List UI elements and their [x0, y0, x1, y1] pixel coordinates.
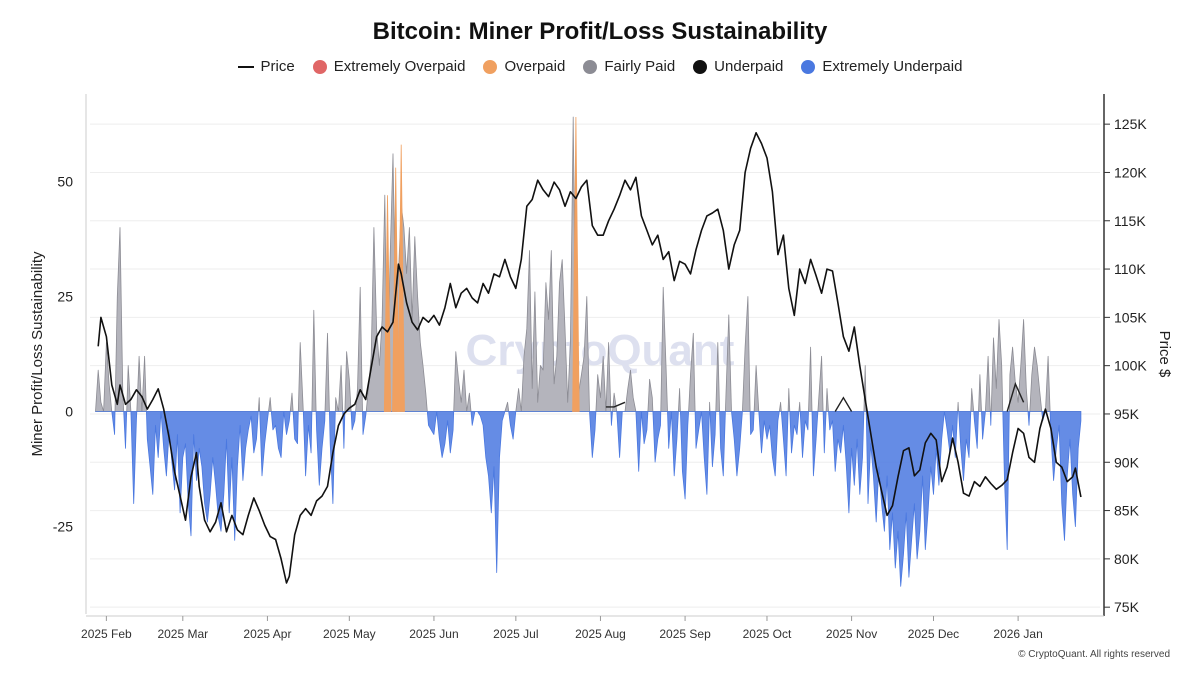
legend: Price Extremely Overpaid Overpaid Fairly…	[0, 58, 1200, 75]
legend-item-overpaid[interactable]: Overpaid	[483, 58, 565, 75]
legend-item-underpaid[interactable]: Underpaid	[693, 58, 783, 75]
legend-label-underpaid: Underpaid	[714, 58, 784, 75]
x-tick-label-10: 2025 Dec	[908, 627, 959, 641]
left-tick-label-1: 25	[57, 288, 73, 304]
legend-label-price: Price	[260, 58, 295, 75]
underpaid-segment-2	[1006, 381, 1025, 412]
legend-extremely-overpaid-dot-icon	[312, 59, 327, 74]
x-tick-label-1: 2025 Mar	[157, 627, 208, 641]
legend-item-fairly-paid[interactable]: Fairly Paid	[583, 58, 675, 75]
left-axis-title: Miner Profit/Loss Sustainability	[29, 251, 46, 457]
chart-title: Bitcoin: Miner Profit/Loss Sustainabilit…	[372, 18, 828, 45]
right-tick-label-3: 110K	[1114, 261, 1146, 277]
right-tick-label-6: 95K	[1114, 406, 1140, 422]
legend-label-overpaid: Overpaid	[504, 58, 566, 75]
fairly-paid-area	[95, 116, 1082, 412]
legend-item-price[interactable]: Price	[237, 58, 295, 75]
x-tick-label-2: 2025 Apr	[243, 627, 291, 641]
legend-label-extremely-overpaid: Extremely Overpaid	[333, 58, 466, 75]
right-tick-label-0: 125K	[1114, 116, 1147, 132]
copyright-footer: © CryptoQuant. All rights reserved	[1018, 649, 1170, 660]
x-tick-label-11: 2026 Jan	[993, 627, 1042, 641]
right-tick-label-1: 120K	[1114, 164, 1147, 180]
watermark: CryptoQuant	[466, 326, 735, 375]
left-tick-label-2: 0	[65, 404, 73, 420]
x-tick-label-0: 2025 Feb	[81, 627, 132, 641]
legend-label-fairly-paid: Fairly Paid	[604, 58, 676, 75]
legend-extremely-underpaid-dot-icon	[801, 59, 816, 74]
legend-fairly-paid-dot-icon	[583, 59, 598, 74]
x-tick-label-3: 2025 May	[323, 627, 376, 641]
x-tick-label-8: 2025 Oct	[743, 627, 792, 641]
underpaid-segment-1	[834, 396, 853, 412]
legend-overpaid-dot-icon	[483, 59, 498, 74]
legend-underpaid-dot-icon	[693, 59, 708, 74]
right-tick-label-9: 80K	[1114, 551, 1140, 567]
x-tick-label-9: 2025 Nov	[826, 627, 877, 641]
right-tick-label-2: 115K	[1114, 213, 1146, 229]
right-tick-label-10: 75K	[1114, 599, 1140, 615]
left-tick-label-3: -25	[53, 519, 73, 535]
overpaid-spike-0	[383, 195, 392, 412]
right-tick-label-5: 100K	[1114, 358, 1147, 374]
legend-item-extremely-overpaid[interactable]: Extremely Overpaid	[312, 58, 466, 75]
x-tick-label-6: 2025 Aug	[575, 627, 626, 641]
right-axis-title: Price $	[1156, 331, 1173, 378]
extremely-underpaid-area	[95, 411, 1082, 587]
legend-item-extremely-underpaid[interactable]: Extremely Underpaid	[801, 58, 962, 75]
overpaid-spike-3	[572, 116, 580, 412]
price-line	[97, 132, 1082, 584]
x-tick-label-7: 2025 Sep	[659, 627, 711, 641]
left-tick-label-0: 50	[57, 173, 73, 189]
right-tick-label-7: 90K	[1114, 454, 1140, 470]
legend-price-line-icon	[237, 65, 254, 68]
legend-label-extremely-underpaid: Extremely Underpaid	[822, 58, 963, 75]
right-tick-label-4: 105K	[1114, 309, 1147, 325]
underpaid-segment-0	[605, 401, 626, 408]
x-tick-label-5: 2025 Jul	[493, 627, 538, 641]
right-tick-label-8: 85K	[1114, 503, 1140, 519]
x-tick-label-4: 2025 Jun	[409, 627, 458, 641]
